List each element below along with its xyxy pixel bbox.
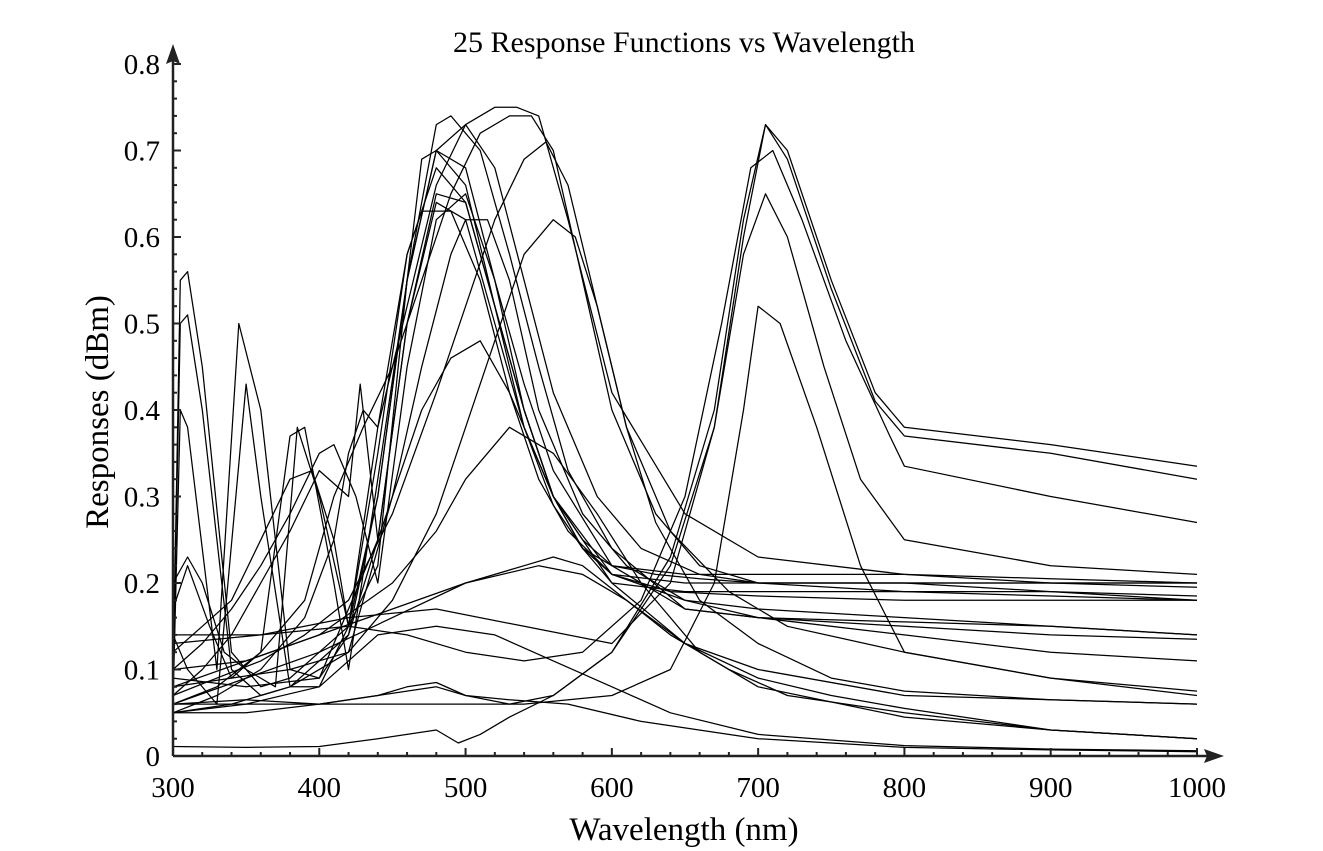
y-tick-label: 0.3 — [124, 482, 160, 514]
tick-marks — [172, 63, 1198, 757]
series-line-1 — [172, 149, 1197, 688]
series-line-22 — [173, 123, 1198, 714]
x-tick-label: 800 — [883, 772, 927, 804]
y-tick-label: 0.7 — [124, 136, 160, 168]
series-line-25 — [173, 305, 1198, 705]
y-axis-label: Responses (dBm) — [80, 295, 116, 529]
x-tick-label: 600 — [590, 772, 634, 804]
series-line-23 — [173, 149, 1198, 662]
series-group — [172, 106, 1198, 753]
axes — [166, 44, 1224, 763]
series-line-19 — [172, 625, 1198, 752]
x-axis-label: Wavelength (nm) — [569, 812, 798, 848]
series-line-24 — [172, 193, 1198, 645]
y-tick-labels: 0 0.1 0.2 0.3 0.4 0.5 0.6 0.7 0.8 — [124, 49, 161, 773]
x-tick-label: 500 — [444, 772, 488, 804]
y-tick-label: 0.1 — [124, 655, 160, 687]
y-tick-label: 0.8 — [124, 49, 160, 81]
x-tick-label: 1000 — [1168, 772, 1226, 804]
y-tick-label: 0.4 — [124, 395, 161, 427]
series-line-5 — [172, 115, 1198, 688]
series-line-16 — [172, 426, 1198, 740]
series-line-15 — [172, 340, 1198, 705]
series-line-2 — [172, 149, 1198, 697]
x-tick-labels: 300 400 500 600 700 800 900 1000 — [151, 772, 1226, 804]
series-line-14 — [172, 219, 1198, 714]
y-tick-label: 0.6 — [124, 222, 160, 254]
series-line-18 — [172, 565, 1198, 740]
series-line-12 — [172, 141, 1198, 697]
y-axis-arrowhead — [166, 44, 180, 64]
x-axis-arrowhead — [1204, 749, 1224, 763]
series-line-11 — [172, 115, 1198, 705]
series-line-17 — [172, 556, 1198, 740]
x-tick-label: 900 — [1029, 772, 1073, 804]
series-line-7 — [172, 167, 1197, 653]
series-line-4 — [172, 210, 1198, 705]
x-tick-label: 400 — [298, 772, 342, 804]
y-tick-label: 0.2 — [124, 568, 160, 600]
x-tick-label: 300 — [151, 772, 195, 804]
y-tick-label: 0 — [146, 741, 161, 773]
chart-title: 25 Response Functions vs Wavelength — [453, 26, 915, 59]
series-line-13 — [172, 219, 1198, 705]
series-line-8 — [172, 193, 1198, 670]
x-tick-label: 700 — [736, 772, 780, 804]
series-line-21 — [172, 123, 1198, 749]
series-line-20 — [172, 681, 1198, 753]
series-line-6 — [172, 123, 1197, 679]
y-tick-label: 0.5 — [124, 309, 160, 341]
series-line-9 — [172, 201, 1198, 696]
series-line-10 — [172, 106, 1198, 714]
